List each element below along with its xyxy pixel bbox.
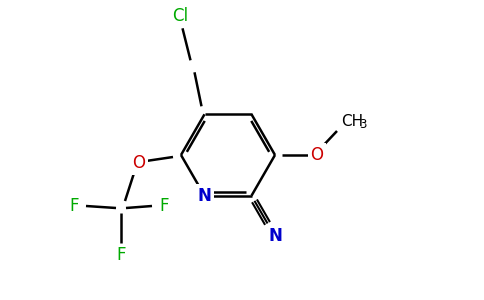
Text: CH: CH [341, 113, 363, 128]
Text: 3: 3 [359, 118, 366, 131]
Text: F: F [159, 197, 169, 215]
Text: O: O [133, 154, 146, 172]
Text: N: N [268, 227, 282, 245]
Text: Cl: Cl [172, 7, 189, 25]
Text: F: F [116, 246, 126, 264]
Text: F: F [69, 197, 79, 215]
Text: N: N [197, 187, 212, 205]
Text: O: O [311, 146, 323, 164]
